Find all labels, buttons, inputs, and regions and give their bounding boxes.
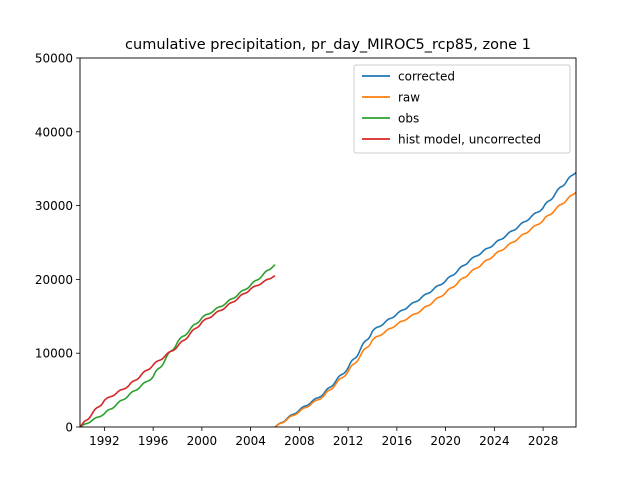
y-tick-label: 10000 [35, 347, 73, 361]
series-layer [79, 171, 577, 428]
series-line-1 [274, 171, 577, 428]
x-tick-label: 2016 [382, 434, 413, 448]
y-tick-label: 20000 [35, 273, 73, 287]
x-tick-label: 2008 [284, 434, 315, 448]
y-tick-label: 40000 [35, 125, 73, 139]
series-line-2 [274, 191, 577, 428]
x-tick-label: 1992 [89, 434, 120, 448]
x-tick-label: 2024 [479, 434, 510, 448]
legend: corrected raw obs hist model, uncorrected [353, 64, 571, 154]
y-tick-label: 50000 [35, 52, 73, 66]
series-line-3 [79, 264, 276, 428]
x-tick-label: 2012 [333, 434, 364, 448]
x-tick-label: 2020 [430, 434, 461, 448]
y-axis: 0 10000 20000 30000 40000 50000 [35, 52, 80, 435]
legend-label-1: corrected [398, 70, 455, 84]
legend-label-3: obs [398, 112, 419, 126]
x-axis: 1992 1996 2000 2004 2008 2012 2016 2020 2024 2028 [89, 427, 558, 448]
x-tick-label: 1996 [138, 434, 169, 448]
legend-box [353, 64, 571, 154]
series-line-4 [79, 275, 276, 428]
x-tick-label: 2000 [187, 434, 218, 448]
legend-label-4: hist model, uncorrected [398, 133, 541, 147]
y-tick-label: 30000 [35, 199, 73, 213]
x-tick-label: 2004 [235, 434, 266, 448]
legend-label-2: raw [398, 91, 420, 105]
y-tick-label: 0 [65, 421, 73, 435]
chart-title: cumulative precipitation, pr_day_MIROC5_… [125, 37, 531, 53]
plot-frame [79, 57, 577, 428]
x-tick-label: 2028 [528, 434, 559, 448]
